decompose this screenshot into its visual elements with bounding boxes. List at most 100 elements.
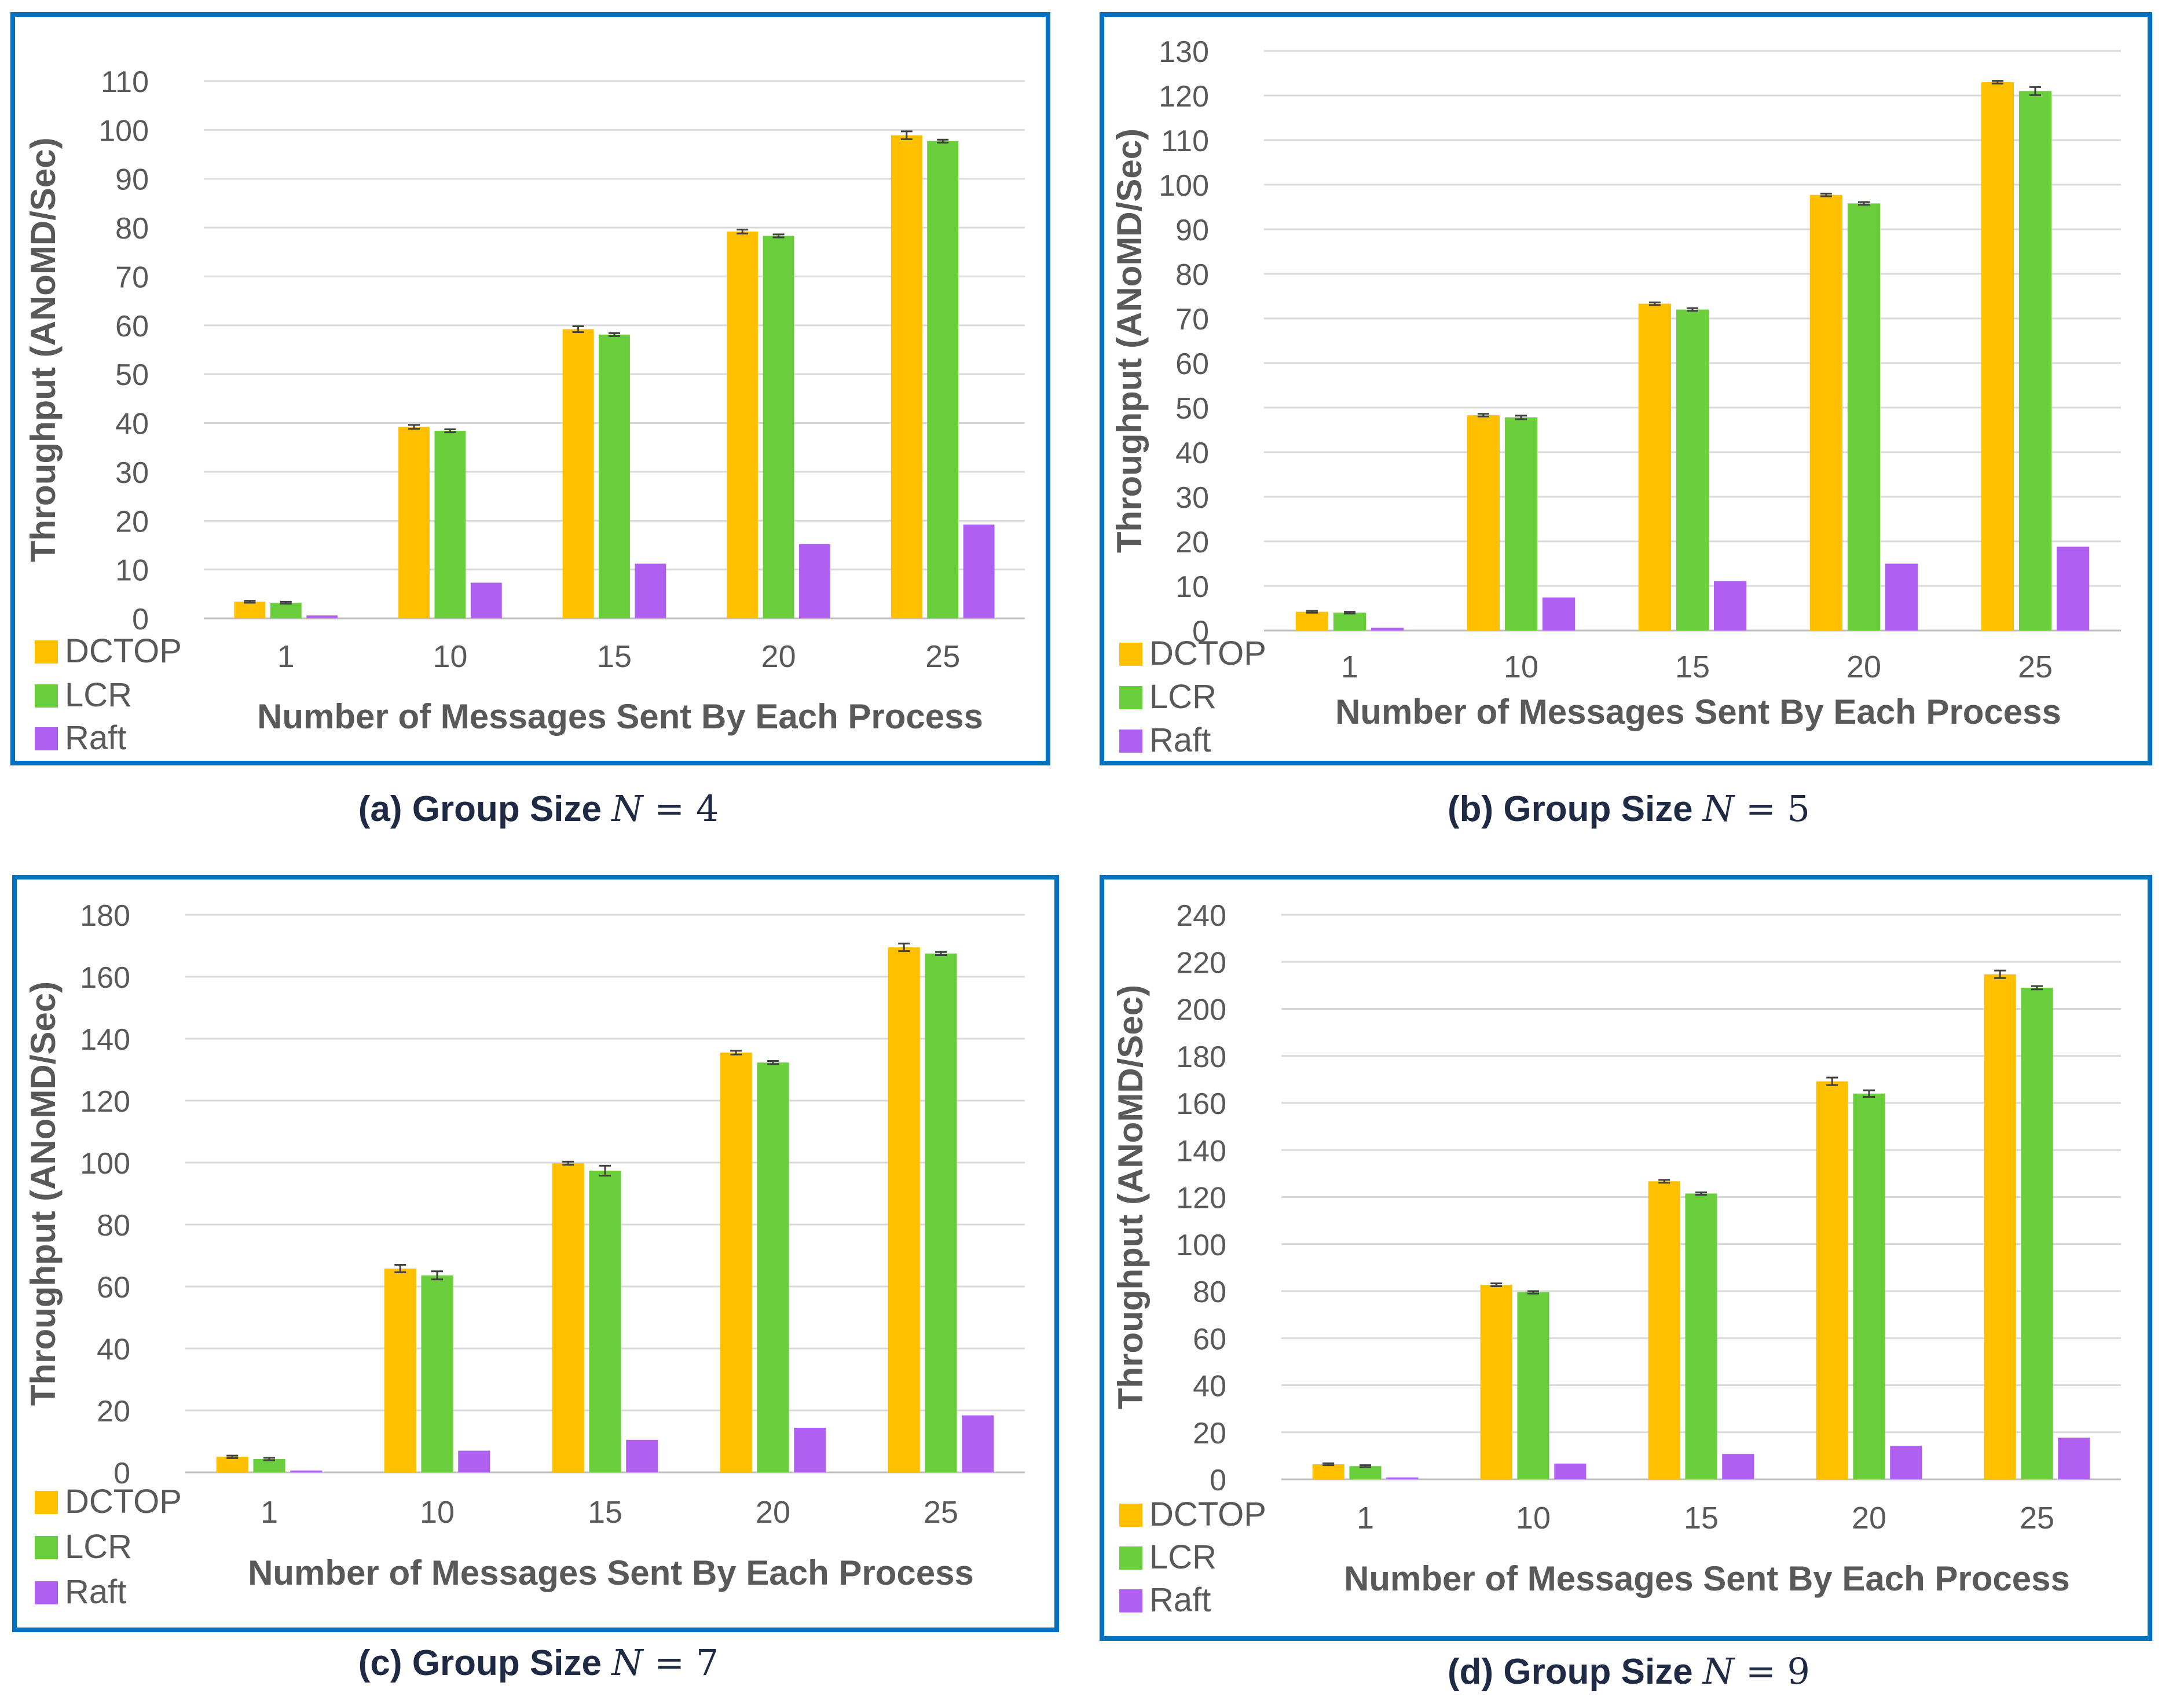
y-tick-label: 140: [1176, 1134, 1226, 1168]
legend-label-raft: Raft: [1149, 721, 1211, 759]
caption-d-prefix: (d) Group Size: [1448, 1652, 1703, 1692]
legend-label-dctop: DCTOP: [1149, 635, 1266, 672]
legend-label-dctop: DCTOP: [1149, 1496, 1266, 1533]
legend-label-raft: Raft: [1149, 1581, 1211, 1619]
legend-swatch-lcr: [1119, 686, 1142, 709]
caption-d-eq: =: [1734, 1650, 1787, 1692]
y-tick-label: 80: [1175, 258, 1209, 292]
y-axis-label: Throughput (ANoMD/Sec): [24, 137, 63, 562]
legend-label-lcr: LCR: [65, 1528, 132, 1566]
y-tick-label: 80: [1193, 1275, 1226, 1309]
bar-lcr-20: [1853, 1093, 1885, 1479]
y-tick-label: 130: [1159, 35, 1209, 69]
legend-swatch-dctop: [1119, 1504, 1142, 1527]
x-tick-label: 10: [433, 639, 467, 674]
legend-label-lcr: LCR: [1149, 678, 1217, 716]
caption-c: (c) Group Size N = 7: [0, 1641, 1077, 1684]
y-tick-label: 70: [115, 261, 149, 294]
bar-raft-15: [1714, 581, 1747, 631]
y-tick-label: 60: [97, 1271, 130, 1304]
bar-dctop-1: [1295, 611, 1328, 631]
bar-raft-15: [1722, 1454, 1754, 1479]
bar-dctop-20: [1809, 195, 1842, 631]
y-tick-label: 60: [1175, 347, 1209, 381]
bar-dctop-25: [891, 135, 922, 619]
bar-dctop-1: [1312, 1464, 1344, 1479]
x-tick-label: 1: [261, 1495, 278, 1530]
chart-border: [10, 12, 1050, 765]
bar-raft-20: [799, 544, 830, 618]
bar-lcr-1: [1333, 613, 1366, 631]
bar-raft-10: [1554, 1463, 1587, 1479]
y-tick-label: 60: [115, 310, 149, 343]
bar-lcr-20: [757, 1062, 789, 1472]
y-tick-label: 90: [115, 163, 149, 197]
bar-lcr-25: [2018, 91, 2052, 631]
caption-b-num: 5: [1787, 787, 1810, 830]
y-tick-label: 110: [101, 65, 149, 99]
bar-dctop-10: [398, 427, 430, 618]
x-tick-label: 15: [588, 1495, 622, 1530]
bar-raft-1: [306, 615, 338, 618]
y-tick-label: 20: [1175, 526, 1209, 559]
caption-a-num: 4: [695, 787, 719, 830]
bar-dctop-20: [720, 1053, 752, 1472]
y-tick-label: 110: [1161, 124, 1209, 158]
y-tick-label: 120: [1176, 1182, 1226, 1215]
bar-dctop-15: [562, 329, 594, 618]
x-tick-label: 10: [420, 1495, 455, 1530]
bar-raft-25: [2057, 547, 2090, 631]
bar-lcr-1: [1349, 1466, 1382, 1479]
y-tick-label: 10: [1175, 570, 1209, 604]
y-tick-label: 90: [1175, 214, 1209, 247]
y-axis-label: Throughput (ANoMD/Sec): [1111, 985, 1150, 1409]
bar-lcr-25: [2021, 987, 2053, 1479]
y-tick-label: 0: [1210, 1464, 1226, 1497]
y-tick-label: 0: [132, 603, 149, 636]
x-tick-label: 20: [1852, 1501, 1886, 1535]
legend-swatch-raft: [35, 1581, 58, 1604]
chart-border: [1100, 875, 2152, 1641]
y-tick-label: 20: [97, 1395, 130, 1428]
x-axis-label: Number of Messages Sent By Each Process: [1344, 1559, 2070, 1598]
bar-lcr-1: [253, 1458, 285, 1472]
bar-raft-25: [2058, 1438, 2090, 1479]
y-tick-label: 40: [1175, 437, 1209, 470]
chart-border: [12, 875, 1059, 1632]
x-tick-label: 15: [1675, 650, 1710, 684]
panel-b: 0 10 20 30 40 50 60 70 80 90 100 110 120 130 1 10 15 20 25…: [1084, 0, 2169, 854]
y-tick-label: 100: [1159, 169, 1209, 203]
caption-c-prefix: (c) Group Size: [358, 1643, 612, 1683]
x-tick-label: 1: [1341, 650, 1358, 684]
bar-lcr-15: [1685, 1193, 1717, 1479]
bar-dctop-20: [1816, 1081, 1848, 1479]
y-axis-label: Throughput (ANoMD/Sec): [1110, 129, 1149, 553]
x-tick-label: 25: [925, 639, 960, 674]
bar-lcr-20: [1847, 203, 1881, 631]
y-tick-label: 100: [1176, 1229, 1226, 1262]
bar-dctop-15: [1638, 303, 1671, 631]
bar-dctop-20: [727, 231, 759, 619]
caption-a-prefix: (a) Group Size: [358, 789, 612, 829]
bar-raft-20: [794, 1427, 826, 1472]
bar-dctop-25: [1984, 974, 2016, 1479]
bar-dctop-1: [216, 1457, 248, 1472]
bar-raft-25: [962, 1415, 994, 1472]
y-tick-label: 0: [1192, 615, 1209, 648]
legend-swatch-lcr: [35, 1536, 58, 1559]
legend-swatch-dctop: [35, 640, 58, 664]
y-tick-label: 0: [113, 1457, 130, 1490]
legend-swatch-dctop: [35, 1491, 58, 1514]
caption-b-prefix: (b) Group Size: [1448, 789, 1703, 829]
bar-lcr-1: [270, 603, 302, 618]
panel-c: 0 20 40 60 80 100 120 140 160 180 1 10 15 20 25 Through…: [0, 854, 1084, 1708]
y-tick-label: 140: [80, 1023, 130, 1057]
y-tick-label: 80: [115, 212, 149, 245]
y-tick-label: 200: [1176, 994, 1226, 1027]
x-tick-label: 25: [2020, 1501, 2054, 1535]
bar-lcr-10: [1504, 417, 1538, 631]
bar-lcr-10: [1517, 1292, 1549, 1479]
bar-dctop-25: [888, 947, 920, 1472]
bar-lcr-15: [589, 1170, 621, 1472]
